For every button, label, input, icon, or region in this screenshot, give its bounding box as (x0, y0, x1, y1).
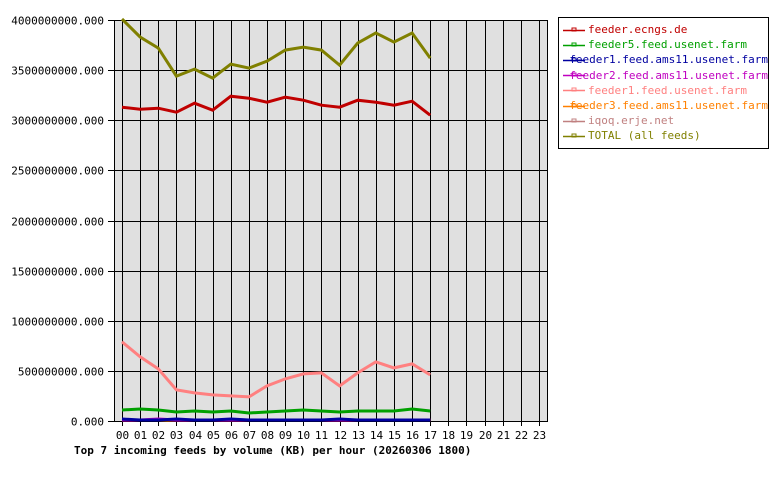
legend-line-marker-icon (563, 131, 585, 141)
legend-line-marker-icon (563, 25, 585, 35)
x-tick-label: 17 (424, 429, 437, 442)
legend-item: feeder3.feed.ams11.usenet.farm (563, 98, 768, 113)
x-tick-label: 01 (134, 429, 147, 442)
x-tick-label: 00 (116, 429, 129, 442)
x-axis: 00 01 02 03 04 05 06 07 08 09 10 11 12 13 14 15 16 17 18 19… (116, 429, 546, 442)
x-tick-label: 11 (315, 429, 328, 442)
legend-line-marker-icon (563, 70, 585, 80)
legend-item: feeder2.feed.ams11.usenet.farm (563, 68, 768, 83)
x-tick-label: 02 (152, 429, 165, 442)
legend-label: feeder.ecngs.de (588, 23, 688, 37)
x-tick-label: 05 (207, 429, 220, 442)
y-tick-label: 2500000000.000 (11, 165, 104, 178)
series-line (120, 17, 432, 80)
x-tick-label: 15 (388, 429, 401, 442)
legend-label: feeder2.feed.ams11.usenet.farm (569, 68, 768, 82)
x-tick-label: 07 (243, 429, 256, 442)
x-tick-label: 10 (297, 429, 310, 442)
legend-line-marker-icon (563, 85, 585, 95)
series-line (121, 417, 431, 422)
series-line (121, 94, 432, 117)
y-tick-label: 4000000000.000 (11, 15, 104, 28)
x-tick-label: 04 (189, 429, 203, 442)
y-tick-label: 3000000000.000 (11, 115, 104, 128)
x-tick-label: 03 (170, 429, 183, 442)
x-tick-label: 20 (479, 429, 492, 442)
y-tick-label: 1000000000.000 (11, 316, 104, 329)
legend-label: feeder1.feed.ams11.usenet.farm (569, 53, 768, 67)
legend-line-marker-icon (563, 101, 585, 111)
legend-label: feeder1.feed.usenet.farm (588, 83, 747, 97)
x-tick-label: 06 (225, 429, 238, 442)
y-tick-label: 500000000.000 (18, 366, 104, 379)
y-tick-label: 0.000 (71, 416, 104, 429)
legend-label: feeder5.feed.usenet.farm (588, 38, 747, 52)
x-tick-label: 09 (279, 429, 292, 442)
legend-label: feeder3.feed.ams11.usenet.farm (569, 99, 768, 113)
x-tick-label: 08 (261, 429, 274, 442)
legend-item: feeder5.feed.usenet.farm (563, 37, 768, 52)
y-tick-label: 3500000000.000 (11, 65, 104, 78)
x-tick-label: 12 (334, 429, 347, 442)
x-tick-label: 18 (442, 429, 455, 442)
x-tick-label: 19 (460, 429, 473, 442)
x-tick-label: 21 (497, 429, 510, 442)
x-tick-label: 23 (533, 429, 546, 442)
legend-item: feeder1.feed.ams11.usenet.farm (563, 52, 768, 67)
y-tick-label: 2000000000.000 (11, 216, 104, 229)
x-tick-label: 16 (406, 429, 419, 442)
legend: feeder.ecngs.de feeder5.feed.usenet.farm f… (558, 17, 769, 149)
y-axis: 0.000 500000000.000 1000000000.000 15000000… (11, 15, 104, 429)
legend-line-marker-icon (563, 40, 585, 50)
series-lines (120, 17, 432, 422)
series-line (121, 407, 431, 415)
y-tick-label: 1500000000.000 (11, 266, 104, 279)
plot-area (114, 20, 548, 421)
x-tick-label: 22 (515, 429, 528, 442)
chart-caption: Top 7 incoming feeds by volume (KB) per … (74, 444, 472, 457)
legend-item: TOTAL (all feeds) (563, 128, 768, 143)
legend-line-marker-icon (563, 55, 585, 65)
legend-label: iqoq.erje.net (588, 114, 675, 128)
series-line (121, 340, 431, 399)
legend-label: TOTAL (all feeds) (588, 129, 701, 143)
legend-item: feeder1.feed.usenet.farm (563, 83, 768, 98)
legend-line-marker-icon (563, 116, 585, 126)
x-tick-label: 13 (352, 429, 365, 442)
legend-item: feeder.ecngs.de (563, 22, 768, 37)
legend-item: iqoq.erje.net (563, 113, 768, 128)
x-tick-label: 14 (370, 429, 384, 442)
